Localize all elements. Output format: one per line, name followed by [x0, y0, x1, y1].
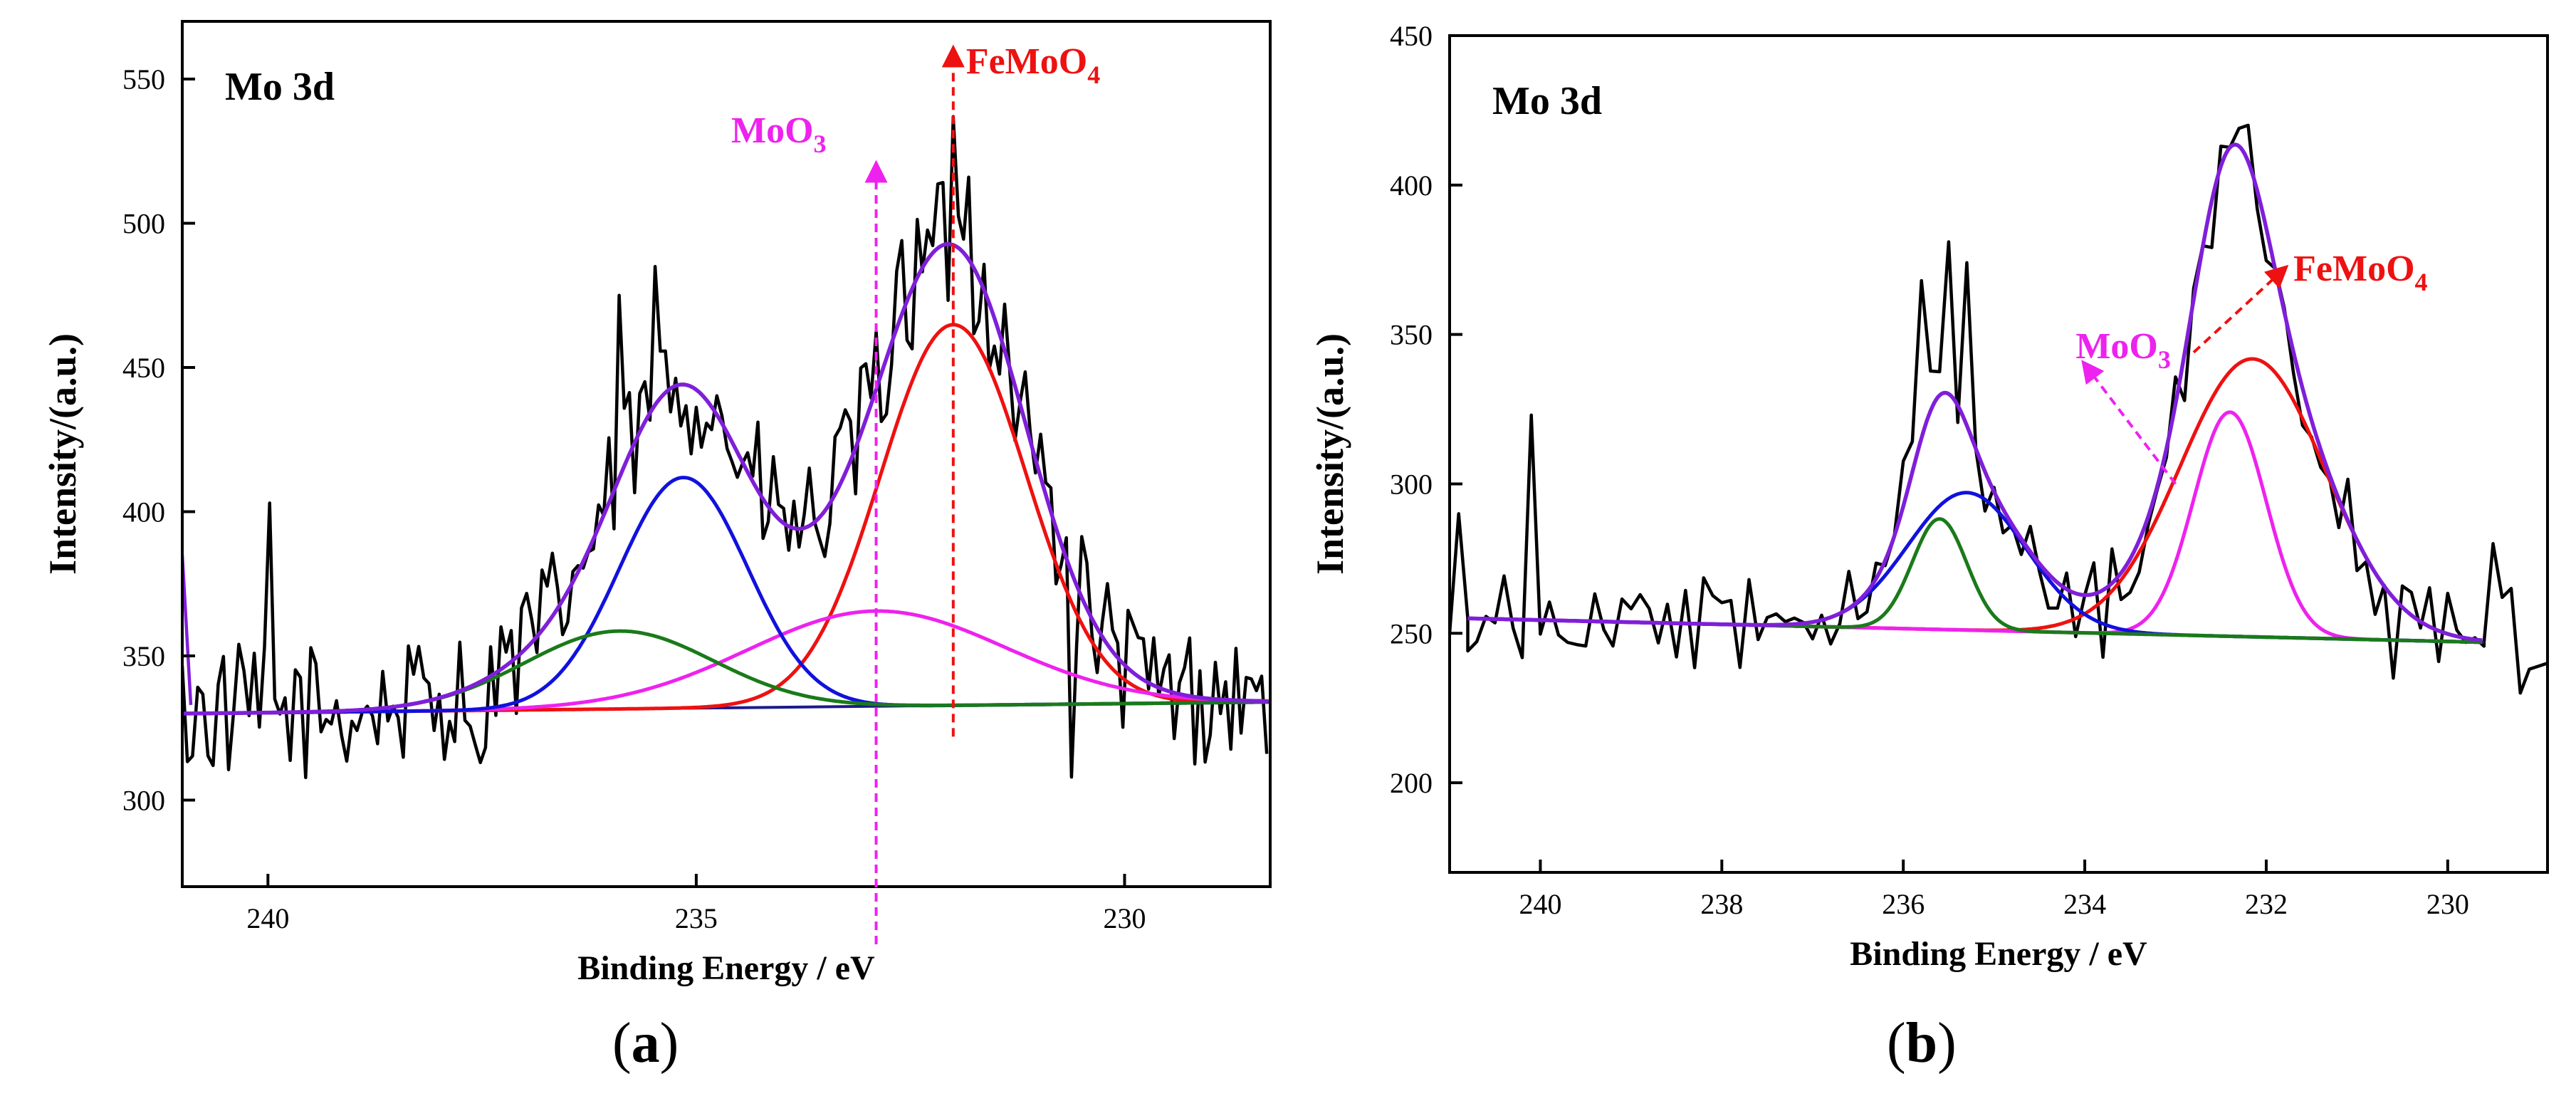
chart-a: 240 235 230 300 350 400 450 500 550 Binding Energ…	[41, 20, 1272, 987]
annotation-arrow-femoo-b	[2192, 264, 2289, 354]
annotation-label-moo-a: MoO3	[731, 110, 827, 158]
x-tick-label-b: 230	[2426, 888, 2469, 920]
y-axis-label-a: Intensity/(a.u.)	[41, 333, 84, 575]
x-axis-label-a: Binding Energy / eV	[577, 949, 875, 987]
x-tick-label-b: 240	[1519, 888, 1561, 920]
y-tick-label-b: 450	[1390, 20, 1433, 52]
y-tick-label-b: 250	[1390, 617, 1433, 649]
x-tick-label-a: 240	[246, 902, 289, 934]
x-tick-label-a: 230	[1103, 902, 1146, 934]
y-tick-label-a: 550	[122, 63, 165, 95]
component-peak-blue-b	[1467, 491, 2483, 645]
x-tick-label-b: 232	[2245, 888, 2288, 920]
y-tick-label-b: 400	[1390, 169, 1433, 202]
annotation-arrow-moo-b	[2081, 360, 2177, 485]
y-tick-label-a: 400	[122, 496, 165, 528]
plot-area-a	[182, 115, 1270, 780]
annotation-label-femoo-a: FeMoO4	[966, 41, 1100, 89]
panel-label-b: (b)	[1887, 1012, 1957, 1075]
x-tick-label-b: 236	[1882, 888, 1925, 920]
y-tick-label-a: 450	[122, 352, 165, 384]
fit-envelope-line-b	[1467, 142, 2483, 642]
y-tick-label-a: 350	[122, 640, 165, 672]
y-tick-label-a: 300	[122, 785, 165, 817]
y-tick-label-a: 500	[122, 208, 165, 240]
x-tick-label-b: 234	[2063, 888, 2106, 920]
chart-b: 240 238 236 234 232 230 200 250 300 350 400 450 Bind…	[1309, 20, 2549, 973]
raw-data-line-a	[182, 115, 1269, 780]
y-tick-label-b: 300	[1390, 468, 1433, 500]
x-axis-label-b: Binding Energy / eV	[1850, 935, 2147, 973]
y-tick-label-b: 200	[1390, 767, 1433, 799]
plot-frame-b	[1448, 34, 2549, 874]
panel-label-a: (a)	[612, 1012, 679, 1075]
y-axis-label-b: Intensity/(a.u.)	[1309, 333, 1351, 575]
chart-title-b: Mo 3d	[1492, 79, 1602, 123]
raw-data-line-b	[1450, 123, 2548, 695]
chart-title-a: Mo 3d	[225, 65, 335, 109]
fit-envelope-line-a	[182, 242, 1269, 716]
plot-area-b	[1450, 123, 2548, 695]
annotation-label-moo-b: MoO3	[2075, 326, 2171, 374]
x-tick-label-b: 238	[1700, 888, 1743, 920]
y-tick-label-b: 350	[1390, 319, 1433, 351]
x-tick-label-a: 235	[675, 902, 718, 934]
plot-frame-a	[181, 20, 1272, 888]
annotation-label-femoo-b: FeMoO4	[2293, 249, 2427, 296]
